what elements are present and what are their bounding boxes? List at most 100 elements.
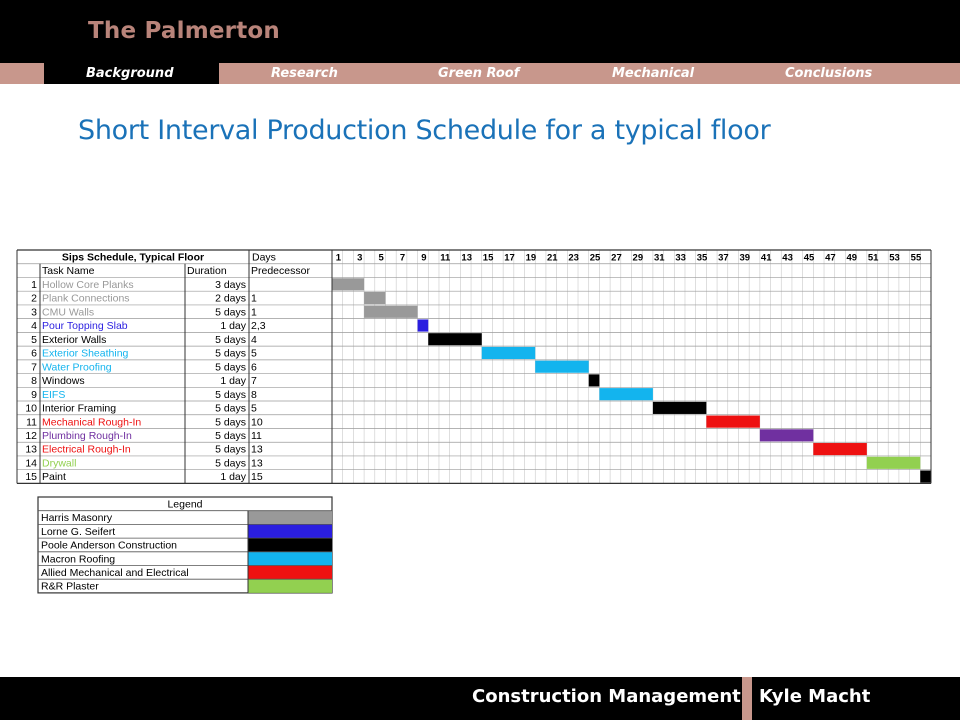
task-name: Hollow Core Planks <box>42 279 134 291</box>
task-predecessor: 7 <box>251 375 257 387</box>
legend-title: Legend <box>167 499 202 511</box>
task-duration: 3 days <box>215 279 246 291</box>
task-name: Exterior Walls <box>42 334 106 346</box>
day-label: 27 <box>611 253 622 264</box>
day-label: 23 <box>568 253 579 264</box>
task-name: Interior Framing <box>42 403 116 415</box>
footer-org: Construction Management <box>472 686 741 707</box>
day-label: 31 <box>654 253 665 264</box>
day-label: 5 <box>378 253 384 264</box>
task-name: Plank Connections <box>42 293 130 305</box>
day-label: 39 <box>740 253 751 264</box>
column-header-duration: Duration <box>187 265 227 277</box>
gantt-bar <box>588 374 600 387</box>
day-label: 29 <box>633 253 644 264</box>
task-name: CMU Walls <box>42 306 94 318</box>
day-label: 37 <box>718 253 729 264</box>
tab-green-roof[interactable]: Green Roof <box>438 66 520 81</box>
day-label: 15 <box>483 253 494 264</box>
task-id: 11 <box>26 416 37 428</box>
schedule-title: Sips Schedule, Typical Floor <box>62 252 204 264</box>
task-id: 7 <box>31 361 37 373</box>
legend-label: Allied Mechanical and Electrical <box>41 567 189 579</box>
gantt-bar <box>759 429 814 442</box>
task-predecessor: 10 <box>251 416 263 428</box>
tab-research[interactable]: Research <box>271 66 338 81</box>
day-label: 43 <box>782 253 793 264</box>
task-predecessor: 8 <box>251 389 257 401</box>
day-label: 1 <box>336 253 342 264</box>
task-id: 2 <box>31 293 37 305</box>
site-title: The Palmerton <box>88 18 280 44</box>
day-label: 17 <box>504 253 515 264</box>
header-bar: The Palmerton <box>0 0 960 63</box>
task-duration: 2 days <box>215 293 246 305</box>
task-name: Electrical Rough-In <box>42 444 131 456</box>
footer-author: Kyle Macht <box>759 686 871 707</box>
task-duration: 5 days <box>215 444 246 456</box>
task-id: 3 <box>31 306 37 318</box>
day-label: 47 <box>825 253 836 264</box>
gantt-bar <box>481 346 536 360</box>
task-predecessor: 5 <box>251 348 257 360</box>
task-name: Mechanical Rough-In <box>42 416 141 428</box>
task-name: Pour Topping Slab <box>42 320 128 332</box>
column-header-predecessor: Predecessor <box>251 265 310 277</box>
task-duration: 5 days <box>215 361 246 373</box>
task-id: 5 <box>31 334 37 346</box>
gantt-bar <box>332 278 365 291</box>
task-predecessor: 4 <box>251 334 257 346</box>
task-id: 13 <box>25 444 37 456</box>
gantt-bar <box>920 470 931 483</box>
legend-swatch <box>248 579 332 593</box>
task-duration: 5 days <box>215 348 246 360</box>
task-name: Exterior Sheathing <box>42 348 129 360</box>
task-duration: 1 day <box>220 471 246 483</box>
footer-separator <box>742 677 752 720</box>
legend-label: Harris Masonry <box>41 512 113 524</box>
day-label: 3 <box>357 253 362 264</box>
task-duration: 5 days <box>215 403 246 415</box>
day-label: 41 <box>761 253 772 264</box>
task-duration: 5 days <box>215 334 246 346</box>
task-id: 9 <box>31 389 37 401</box>
task-duration: 5 days <box>215 457 246 469</box>
task-duration: 5 days <box>215 306 246 318</box>
task-duration: 5 days <box>215 389 246 401</box>
task-name: Paint <box>42 471 66 483</box>
tab-mechanical[interactable]: Mechanical <box>612 66 695 81</box>
task-predecessor: 2,3 <box>251 320 266 332</box>
task-id: 15 <box>25 471 37 483</box>
gantt-bar <box>364 305 418 318</box>
gantt-bar <box>417 319 429 332</box>
tab-conclusions[interactable]: Conclusions <box>785 66 873 81</box>
task-predecessor: 6 <box>251 361 257 373</box>
legend-label: Lorne G. Seifert <box>41 526 115 538</box>
task-duration: 1 day <box>220 320 246 332</box>
tab-background[interactable]: Background <box>44 63 219 84</box>
legend-swatch <box>248 551 332 566</box>
schedule-background <box>17 250 931 484</box>
slide-title: Short Interval Production Schedule for a… <box>78 115 771 146</box>
task-predecessor: 13 <box>251 457 263 469</box>
legend-label: Poole Anderson Construction <box>41 540 177 552</box>
task-id: 10 <box>25 403 37 415</box>
legend-swatch <box>248 565 332 580</box>
column-header-task-name: Task Name <box>42 265 95 277</box>
task-predecessor: 5 <box>251 403 257 415</box>
day-label: 19 <box>526 253 537 264</box>
task-predecessor: 13 <box>251 444 263 456</box>
day-label: 33 <box>675 253 686 264</box>
task-id: 12 <box>25 430 37 442</box>
task-duration: 5 days <box>215 430 246 442</box>
gantt-bar <box>364 291 386 305</box>
day-label: 13 <box>461 253 472 264</box>
task-name: EIFS <box>42 389 65 401</box>
task-id: 14 <box>25 457 37 469</box>
gantt-bar <box>652 401 707 414</box>
day-label: 35 <box>697 253 708 264</box>
gantt-bar <box>599 388 653 401</box>
gantt-bar <box>428 333 482 346</box>
legend-swatch <box>248 538 332 552</box>
